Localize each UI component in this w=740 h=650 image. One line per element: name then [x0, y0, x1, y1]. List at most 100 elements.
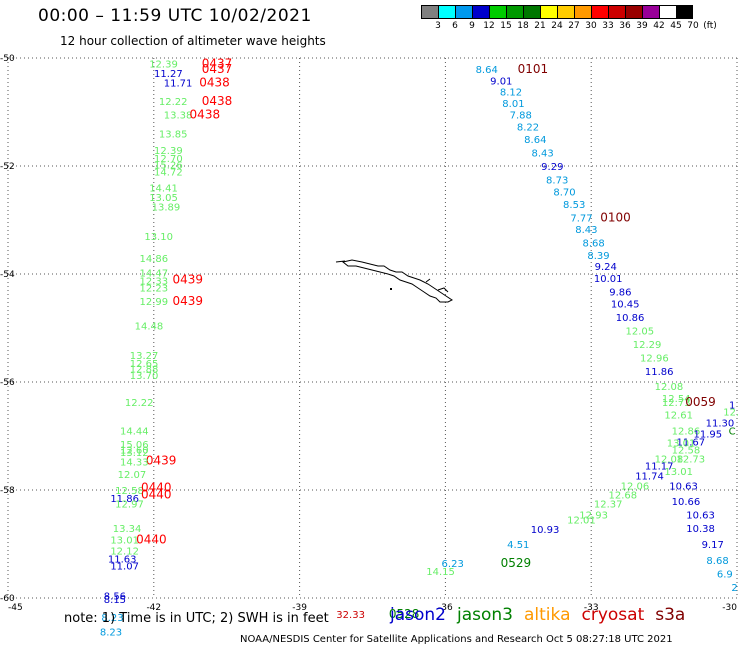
color-scale-label: 42 — [653, 21, 665, 31]
wave-height-label: 13.89 — [152, 203, 181, 214]
wave-height-label: 7.88 — [510, 111, 532, 122]
longitude-label: -30 — [722, 603, 737, 613]
wave-height-label: 11.30 — [706, 419, 735, 430]
wave-height-label: 7.77 — [570, 213, 592, 224]
wave-height-label: 13.27 — [130, 351, 159, 362]
wave-height-label: C — [729, 427, 736, 438]
pass-time-label: 0437 — [202, 56, 233, 70]
wave-height-label: 13.01 — [110, 536, 139, 547]
wave-height-label: 12. — [723, 408, 739, 419]
wave-height-label: 11.95 — [694, 429, 723, 440]
wave-height-label: 9.01 — [490, 77, 512, 88]
wave-height-label: 9.17 — [702, 540, 724, 551]
wave-height-label: 14.15 — [426, 567, 455, 578]
wave-height-label: 13.01 — [667, 438, 696, 449]
longitude-label: -45 — [8, 603, 23, 613]
pass-time-label: 0439 — [173, 294, 204, 308]
wave-height-label: 8.68 — [706, 556, 728, 567]
wave-height-label: 12.65 — [130, 359, 159, 370]
wave-height-label: 9.86 — [609, 287, 631, 298]
page-title: 00:00 – 11:59 UTC 10/02/2021 — [38, 6, 312, 26]
wave-height-label: 8.43 — [531, 149, 553, 160]
wave-height-label: 12.33 — [139, 276, 168, 287]
pass-time-label: 0440 — [141, 487, 172, 501]
wave-height-label: 8.23 — [100, 627, 122, 638]
wave-height-label: 10.45 — [611, 300, 640, 311]
page-subtitle: 12 hour collection of altimeter wave hei… — [60, 34, 326, 48]
pass-time-label: 0439 — [146, 453, 177, 467]
color-scale-cell — [608, 5, 625, 19]
wave-height-label: 12.93 — [579, 510, 608, 521]
color-scale-label: 9 — [469, 21, 475, 31]
credit-line: NOAA/NESDIS Center for Satellite Applica… — [240, 634, 673, 645]
wave-height-label: 9.29 — [541, 162, 563, 173]
color-scale-cell — [540, 5, 557, 19]
color-scale-label: 3 — [435, 21, 441, 31]
wave-height-label: 1 — [729, 401, 735, 412]
map-grid — [7, 57, 738, 599]
color-scale-label: 45 — [670, 21, 682, 31]
wave-height-label: 10.38 — [686, 524, 715, 535]
color-scale-cell — [574, 5, 591, 19]
color-scale-cell — [421, 5, 438, 19]
color-scale-label: (ft) — [703, 21, 717, 31]
pass-time-label: 0437 — [202, 62, 233, 76]
wave-height-label: 14.44 — [120, 427, 149, 438]
pass-time-label: 0438 — [190, 108, 221, 122]
wave-height-label: 10.63 — [686, 510, 715, 521]
wave-height-label: 10.66 — [672, 497, 701, 508]
wave-height-label: 13.38 — [164, 111, 193, 122]
longitude-label: -33 — [584, 603, 599, 613]
wave-height-label: 11.71 — [164, 78, 193, 89]
wave-height-label: 10.93 — [531, 525, 560, 536]
pass-time-label: 0059 — [685, 395, 716, 409]
wave-height-label: 11.63 — [108, 555, 137, 566]
color-scale-label: 27 — [568, 21, 580, 31]
wave-height-label: 12.60 — [120, 446, 149, 457]
wave-height-label: 12.73 — [677, 455, 706, 466]
wave-height-label: 8.23 — [101, 613, 123, 624]
wave-height-label: 13.70 — [130, 371, 159, 382]
pass-time-label: 0529 — [501, 556, 532, 570]
wave-height-label: 12.73 — [662, 398, 691, 409]
footnote: note: 1) Time is in UTC; 2) SWH is in fe… — [64, 611, 329, 626]
wave-height-label: 15.06 — [120, 440, 149, 451]
wave-height-label: 13.10 — [144, 232, 173, 243]
latitude-label: -54 — [0, 270, 15, 280]
wave-height-label: 12.68 — [608, 490, 637, 501]
wave-height-label: 12.39 — [154, 146, 183, 157]
wave-height-label: 9.24 — [595, 262, 617, 273]
wave-height-label: 6.23 — [442, 559, 464, 570]
wave-height-label: 13.12 — [120, 448, 149, 459]
wave-height-label: 12.08 — [655, 382, 684, 393]
wave-height-label: 12.22 — [159, 97, 188, 108]
wave-height-label: 12.06 — [621, 482, 650, 493]
pass-time-label: 0100 — [600, 210, 631, 224]
wave-height-label: 12.05 — [625, 327, 654, 338]
wave-height-label: 14.48 — [135, 321, 164, 332]
wave-height-label: 15.26 — [154, 160, 183, 171]
wave-height-label: 12.29 — [633, 340, 662, 351]
pass-time-label: 0528 — [389, 607, 420, 621]
latitude-label: -50 — [0, 54, 15, 64]
legend-item-jason2: jason2 — [390, 605, 446, 625]
color-scale-labels: 3 6 9 12 15 18 21 24 27 30 33 36 39 42 45 70 (ft) — [421, 21, 731, 33]
color-scale-cell — [523, 5, 540, 19]
legend-item-jason3: jason3 — [457, 605, 513, 625]
wave-height-label: 8.73 — [546, 176, 568, 187]
color-scale-cell — [591, 5, 608, 19]
pass-time-label: 0438 — [202, 94, 233, 108]
wave-height-label: 8.12 — [500, 87, 522, 98]
wave-height-label: 12.99 — [139, 297, 168, 308]
wave-height-label: 12.39 — [149, 59, 178, 70]
color-scale-label: 33 — [602, 21, 614, 31]
wave-height-label: 12.12 — [110, 546, 139, 557]
wave-height-label: 12.58 — [115, 486, 144, 497]
latitude-label: -58 — [0, 486, 15, 496]
color-scale-cell — [455, 5, 472, 19]
wave-height-label: 8.64 — [476, 65, 498, 76]
color-scale-cell — [506, 5, 523, 19]
wave-height-label: 13.34 — [113, 524, 142, 535]
wave-height-label: 12.54 — [662, 394, 691, 405]
color-scale-bar — [421, 5, 693, 19]
